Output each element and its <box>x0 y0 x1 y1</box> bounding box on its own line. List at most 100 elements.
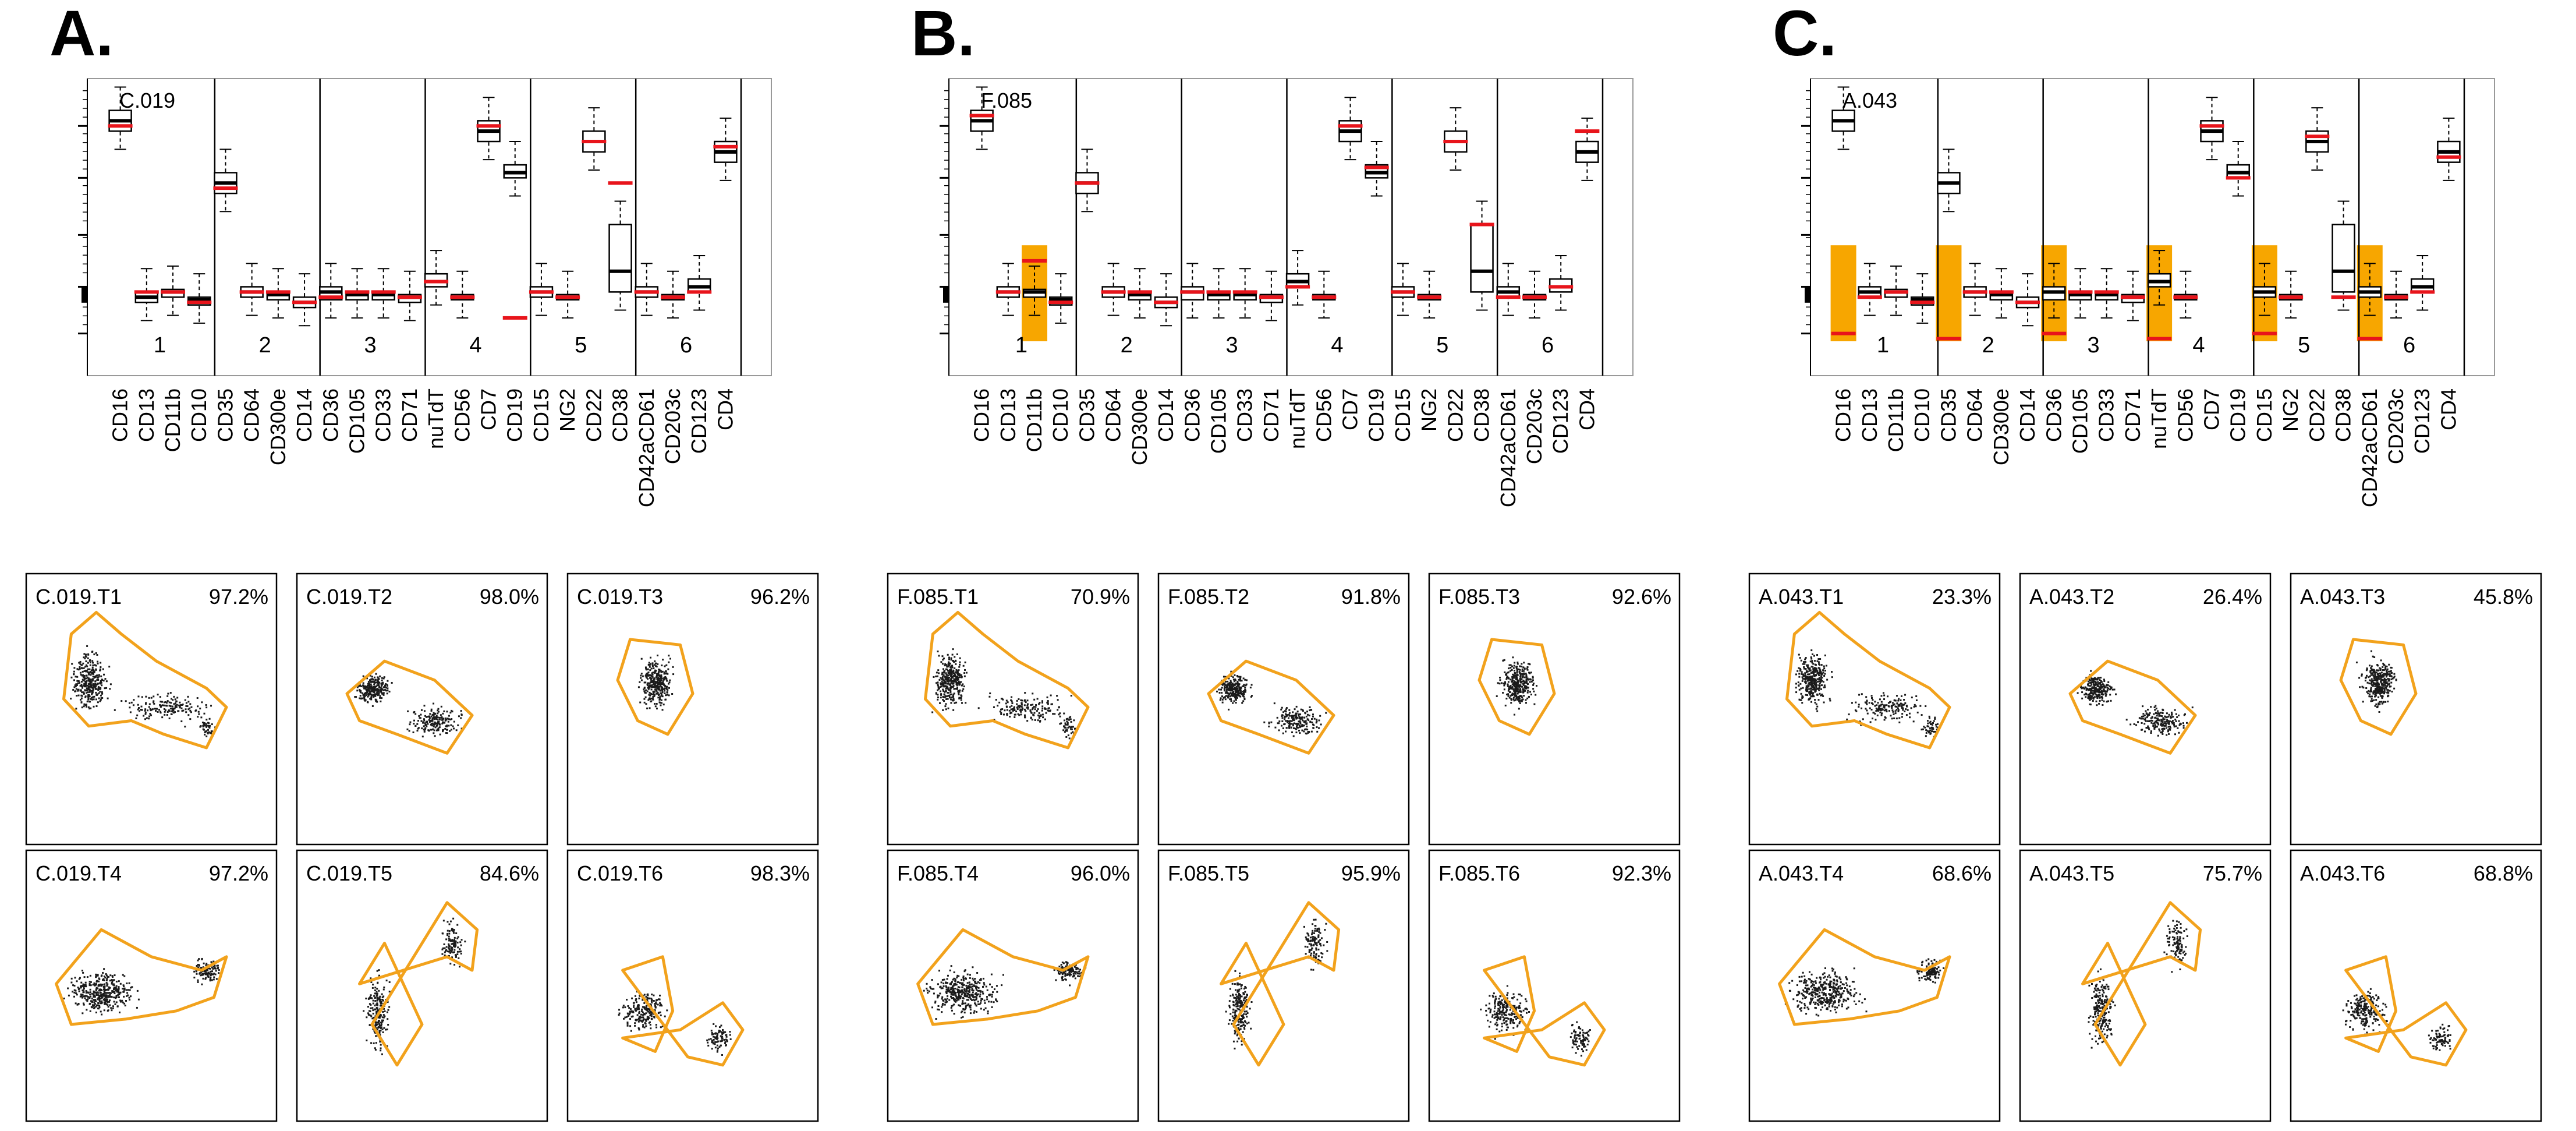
point <box>947 990 949 992</box>
point <box>923 989 925 992</box>
point <box>937 996 939 999</box>
point <box>383 676 385 678</box>
point <box>656 677 658 680</box>
point <box>72 984 75 987</box>
point <box>957 690 959 692</box>
point <box>92 676 94 678</box>
point <box>424 722 426 724</box>
point <box>386 1045 388 1047</box>
point <box>663 671 665 673</box>
point <box>161 704 164 706</box>
point <box>1306 725 1308 727</box>
point <box>181 710 183 712</box>
point <box>1536 685 1538 687</box>
point <box>444 722 446 724</box>
point <box>431 724 433 727</box>
point <box>948 658 950 660</box>
point <box>651 998 653 1001</box>
point <box>964 661 966 663</box>
point <box>1302 709 1304 711</box>
point <box>387 1001 389 1003</box>
point <box>975 996 977 998</box>
point <box>1044 708 1047 710</box>
point <box>713 1023 715 1025</box>
point <box>1512 688 1515 691</box>
point <box>968 989 970 992</box>
point <box>439 719 441 721</box>
point <box>123 995 125 998</box>
point <box>87 653 90 655</box>
point <box>1071 970 1073 972</box>
point <box>1284 723 1286 725</box>
point <box>453 939 455 942</box>
point <box>947 695 949 697</box>
point <box>109 1004 111 1006</box>
point <box>87 671 90 673</box>
point <box>1318 719 1320 722</box>
point <box>1068 726 1071 728</box>
point <box>1033 712 1036 714</box>
point <box>945 991 947 993</box>
point <box>88 673 90 676</box>
point <box>1241 1015 1243 1017</box>
point <box>97 1008 99 1010</box>
point <box>935 1018 937 1020</box>
point <box>380 1049 382 1052</box>
point <box>101 984 104 986</box>
point <box>956 653 958 655</box>
point <box>1011 700 1013 702</box>
point <box>1061 976 1063 978</box>
point <box>144 709 146 712</box>
point <box>665 694 667 697</box>
point <box>438 720 440 723</box>
point <box>1070 695 1072 697</box>
point <box>1295 728 1298 730</box>
point <box>1514 695 1516 697</box>
point <box>964 1008 966 1010</box>
point <box>1072 726 1074 728</box>
point <box>75 690 77 692</box>
point <box>454 941 456 943</box>
point <box>988 695 991 698</box>
point <box>148 718 150 720</box>
point <box>449 938 451 941</box>
point <box>363 694 366 697</box>
point <box>618 1009 621 1011</box>
point <box>631 997 633 999</box>
point <box>1316 726 1318 729</box>
point <box>943 682 945 684</box>
point <box>1069 970 1072 973</box>
point <box>1527 683 1529 685</box>
point <box>659 683 661 685</box>
point <box>1308 719 1310 722</box>
point <box>1072 973 1075 975</box>
point <box>653 994 655 996</box>
point <box>1515 666 1518 668</box>
marker-label: CD35 <box>1936 388 1960 442</box>
point <box>380 690 382 692</box>
point <box>1030 712 1033 714</box>
point <box>722 1028 724 1031</box>
point <box>154 708 156 710</box>
point <box>372 1009 374 1012</box>
point <box>954 998 956 1001</box>
point <box>941 685 943 688</box>
marker-label: CD300e <box>266 388 290 465</box>
point <box>102 668 104 670</box>
point <box>952 683 954 685</box>
point <box>141 696 143 698</box>
point <box>376 994 378 996</box>
point <box>628 1007 630 1009</box>
point <box>201 983 203 985</box>
point <box>654 672 656 674</box>
point <box>1243 988 1245 990</box>
point <box>1076 973 1079 975</box>
point <box>962 982 964 984</box>
point <box>122 988 124 990</box>
point <box>720 1024 722 1027</box>
point <box>661 690 664 692</box>
point <box>380 1002 382 1004</box>
point <box>949 684 952 687</box>
point <box>381 697 383 699</box>
point <box>1078 975 1080 977</box>
